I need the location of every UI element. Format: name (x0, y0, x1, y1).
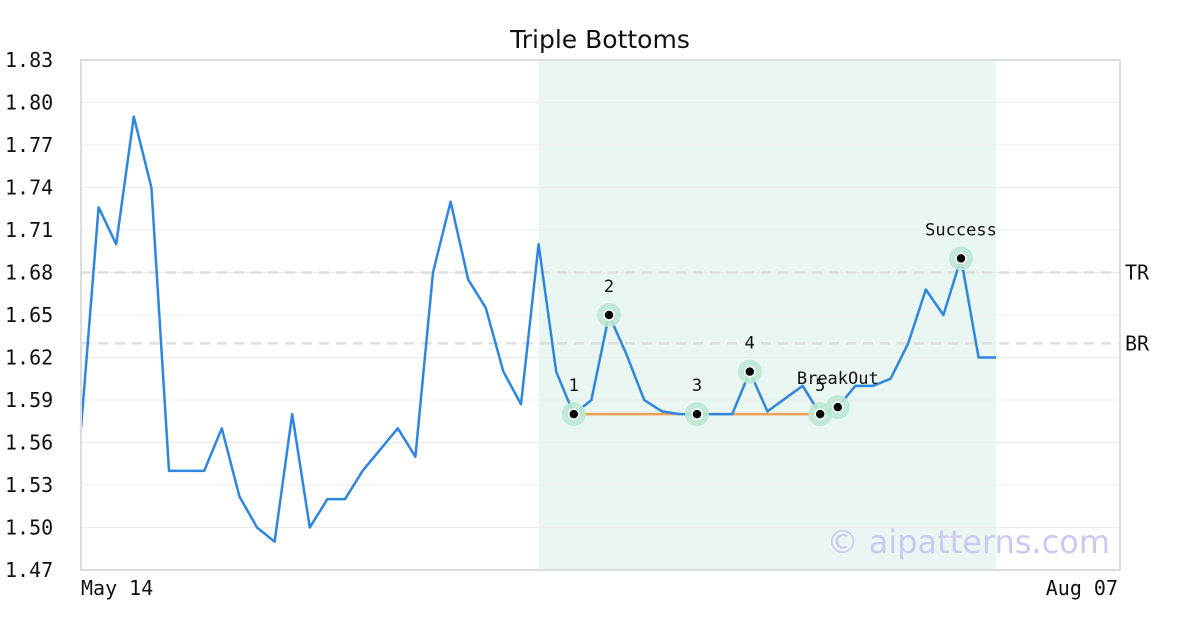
reference-line-label: BR (1125, 331, 1150, 355)
y-tick-label: 1.50 (5, 516, 53, 540)
x-tick-label-end: Aug 07 (1046, 576, 1118, 600)
chart-title: Triple Bottoms (509, 25, 690, 54)
y-tick-label: 1.71 (5, 218, 53, 242)
marker-point (832, 401, 844, 413)
marker-label: 2 (604, 277, 614, 297)
plot-frame (80, 59, 1121, 571)
marker-label: 5 (815, 376, 825, 396)
y-tick-label: 1.47 (5, 558, 53, 582)
grid-lines (81, 59, 1120, 571)
x-tick-label-start: May 14 (81, 576, 153, 600)
y-tick-label: 1.68 (5, 261, 53, 285)
marker-label: 3 (692, 376, 702, 396)
watermark: © aipatterns.com (827, 523, 1110, 561)
marker-point (691, 408, 703, 420)
y-tick-label: 1.53 (5, 473, 53, 497)
y-axis-labels: 1.83 1.80 1.77 1.74 1.71 1.68 1.65 1.62 1.59 1.56… (5, 48, 53, 582)
marker-point (603, 309, 615, 321)
marker-label: BreakOut (797, 369, 879, 389)
marker-point (568, 408, 580, 420)
reference-line-label: TR (1125, 261, 1150, 285)
y-tick-label: 1.65 (5, 303, 53, 327)
y-tick-label: 1.83 (5, 48, 53, 72)
y-tick-label: 1.56 (5, 431, 53, 455)
marker-label: 1 (569, 376, 579, 396)
y-tick-label: 1.62 (5, 346, 53, 370)
marker-point (744, 365, 756, 378)
y-tick-label: 1.59 (5, 388, 53, 412)
y-tick-label: 1.74 (5, 176, 53, 200)
marker-label: 4 (745, 334, 755, 354)
marker-point (814, 408, 826, 420)
y-tick-label: 1.77 (5, 133, 53, 157)
marker-point (955, 252, 967, 265)
y-tick-label: 1.80 (5, 91, 53, 115)
reference-lines: TR BR (81, 261, 1150, 355)
marker-label: Success (925, 220, 997, 240)
